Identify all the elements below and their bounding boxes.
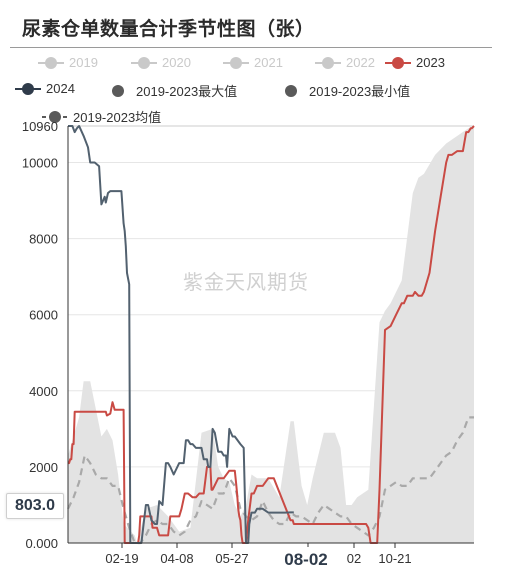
- y-tick-label: 4000: [29, 384, 58, 399]
- legend-marker-icon: [385, 56, 411, 69]
- legend-marker-icon: [223, 56, 249, 69]
- legend-label: 2022: [346, 55, 375, 70]
- title-divider: [10, 47, 492, 48]
- legend-label: 2019-2023最小值: [309, 84, 411, 99]
- x-tick-label: 02: [347, 551, 361, 566]
- legend-marker-icon: [315, 56, 341, 69]
- legend-marker-icon: [131, 56, 157, 69]
- y-tick-label: 6000: [29, 308, 58, 323]
- legend-item-7[interactable]: 2019-2023最小值: [278, 81, 410, 100]
- y-tick-label: 0.000: [25, 536, 58, 551]
- legend-label: 2020: [162, 55, 191, 70]
- legend-label: 2019-2023均值: [73, 110, 162, 125]
- legend-item-3[interactable]: 2022: [315, 55, 375, 70]
- chart-title: 尿素仓单数量合计季节性图（张）: [22, 18, 315, 40]
- y-tick-label: 8000: [29, 232, 58, 247]
- legend-label: 2024: [46, 81, 75, 96]
- series-2024-line: [68, 125, 294, 544]
- legend-item-4[interactable]: 2023: [385, 55, 445, 70]
- y-tick-label: 10000: [22, 156, 58, 171]
- legend-item-2[interactable]: 2021: [223, 55, 283, 70]
- legend-marker-icon: [112, 84, 124, 97]
- legend-label: 2023: [416, 55, 445, 70]
- legend-item-0[interactable]: 2019: [38, 55, 98, 70]
- legend-item-1[interactable]: 2020: [131, 55, 191, 70]
- legend-label: 2019: [69, 55, 98, 70]
- max-min-range-area: [68, 126, 474, 543]
- x-axis-pointer-label: 08-02: [274, 547, 338, 573]
- watermark: 紫金天风期货: [183, 270, 309, 294]
- x-tick-label: 10-21: [378, 551, 411, 566]
- x-tick-label: 02-19: [105, 551, 138, 566]
- legend-marker-icon: [285, 84, 297, 97]
- legend-label: 2019-2023最大值: [136, 84, 238, 99]
- series-mean-line: [67, 416, 474, 545]
- y-tick-label: 2000: [29, 460, 58, 475]
- x-tick-label: 04-08: [160, 551, 193, 566]
- y-axis-pointer-label: 803.0: [6, 493, 64, 519]
- legend-item-5[interactable]: 2024: [15, 81, 75, 96]
- legend-marker-icon: [15, 82, 41, 95]
- y-tick-label: 10960: [22, 119, 58, 134]
- legend-label: 2021: [254, 55, 283, 70]
- legend-marker-icon: [38, 56, 64, 69]
- legend-marker-icon: [42, 110, 68, 123]
- legend-item-6[interactable]: 2019-2023最大值: [105, 81, 237, 100]
- x-tick-label: 05-27: [215, 551, 248, 566]
- legend-item-8[interactable]: 2019-2023均值: [42, 107, 161, 126]
